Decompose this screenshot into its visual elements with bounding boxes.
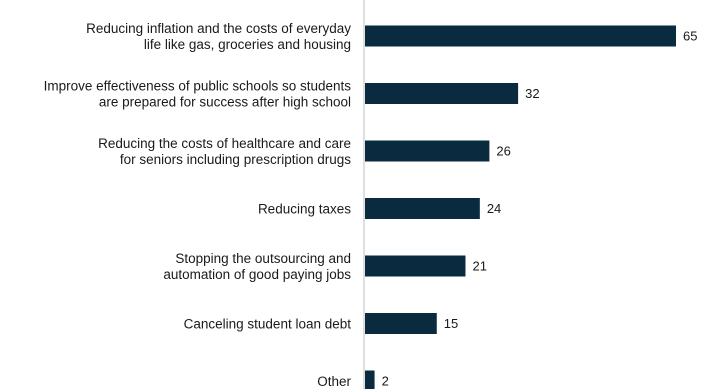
category-label-0-line-0: Reducing inflation and the costs of ever…	[86, 21, 351, 36]
category-label-0-line-1: life like gas, groceries and housing	[144, 37, 351, 52]
bar-1	[365, 83, 519, 104]
category-label-4-line-0: Stopping the outsourcing and	[175, 251, 351, 266]
value-label-5: 15	[444, 316, 458, 331]
bar-2	[365, 140, 490, 162]
category-label-6-line-0: Other	[317, 374, 351, 389]
category-label-1-line-0: Improve effectiveness of public schools …	[44, 79, 352, 94]
value-label-1: 32	[525, 86, 539, 101]
category-label-1-line-1: are prepared for success after high scho…	[99, 95, 351, 110]
value-label-3: 24	[487, 201, 501, 216]
bar-6	[365, 370, 375, 389]
value-label-0: 65	[683, 29, 697, 44]
category-label-2-line-1: for seniors including prescription drugs	[120, 152, 351, 167]
category-label-3-line-0: Reducing taxes	[258, 202, 351, 217]
value-label-4: 21	[472, 259, 486, 274]
bar-4	[365, 255, 466, 277]
category-label-2-line-0: Reducing the costs of healthcare and car…	[98, 136, 351, 151]
category-label-4-line-1: automation of good paying jobs	[163, 267, 351, 282]
bar-0	[365, 25, 676, 47]
bar-5	[365, 313, 437, 334]
value-label-6: 2	[382, 374, 389, 389]
bar-3	[365, 198, 480, 219]
value-label-2: 26	[496, 144, 510, 159]
category-label-5-line-0: Canceling student loan debt	[184, 317, 352, 332]
